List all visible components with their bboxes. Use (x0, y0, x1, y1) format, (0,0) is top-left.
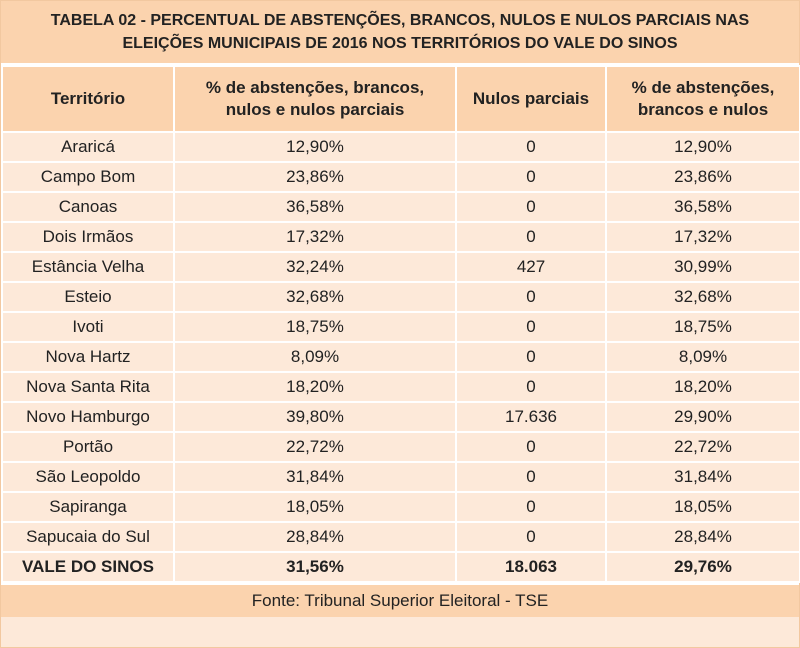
cell-pct-parciais: 39,80% (173, 401, 457, 433)
table-row: Campo Bom 23,86% 0 23,86% (1, 161, 800, 193)
cell-pct-parciais: 36,58% (173, 191, 457, 223)
total-pct-nulos: 29,76% (605, 551, 800, 583)
cell-territorio: Dois Irmãos (1, 221, 175, 253)
table-source: Fonte: Tribunal Superior Eleitoral - TSE (1, 583, 799, 617)
table-row: Novo Hamburgo 39,80% 17.636 29,90% (1, 401, 800, 433)
header-pct-nulos-line2: brancos e nulos (637, 100, 769, 119)
cell-territorio: Araricá (1, 131, 175, 163)
table-row: Araricá 12,90% 0 12,90% (1, 131, 800, 163)
cell-pct-nulos: 22,72% (605, 431, 800, 463)
cell-nulos-parciais: 427 (455, 251, 607, 283)
cell-nulos-parciais: 0 (455, 371, 607, 403)
cell-nulos-parciais: 0 (455, 281, 607, 313)
cell-territorio: Novo Hamburgo (1, 401, 175, 433)
cell-pct-nulos: 32,68% (605, 281, 800, 313)
total-territorio: VALE DO SINOS (1, 551, 175, 583)
cell-nulos-parciais: 0 (455, 491, 607, 523)
header-pct-parciais-line1: % de abstenções, brancos, (205, 78, 425, 97)
cell-pct-parciais: 32,68% (173, 281, 457, 313)
cell-pct-nulos: 17,32% (605, 221, 800, 253)
cell-pct-nulos: 28,84% (605, 521, 800, 553)
table-row: São Leopoldo 31,84% 0 31,84% (1, 461, 800, 493)
table-row: Nova Hartz 8,09% 0 8,09% (1, 341, 800, 373)
cell-territorio: Estância Velha (1, 251, 175, 283)
cell-pct-parciais: 17,32% (173, 221, 457, 253)
total-nulos-parciais: 18.063 (455, 551, 607, 583)
table-row: Sapiranga 18,05% 0 18,05% (1, 491, 800, 523)
cell-nulos-parciais: 0 (455, 311, 607, 343)
cell-territorio: Ivoti (1, 311, 175, 343)
cell-pct-nulos: 18,20% (605, 371, 800, 403)
table-row: Estância Velha 32,24% 427 30,99% (1, 251, 800, 283)
table-row: Dois Irmãos 17,32% 0 17,32% (1, 221, 800, 253)
cell-territorio: Sapucaia do Sul (1, 521, 175, 553)
data-table: Território % de abstenções, brancos, nul… (1, 65, 800, 583)
cell-territorio: Nova Santa Rita (1, 371, 175, 403)
cell-nulos-parciais: 0 (455, 191, 607, 223)
header-pct-nulos: % de abstenções, brancos e nulos (605, 65, 800, 133)
header-pct-parciais: % de abstenções, brancos, nulos e nulos … (173, 65, 457, 133)
cell-territorio: Sapiranga (1, 491, 175, 523)
cell-nulos-parciais: 0 (455, 341, 607, 373)
cell-nulos-parciais: 17.636 (455, 401, 607, 433)
header-territorio: Território (1, 65, 175, 133)
cell-pct-parciais: 12,90% (173, 131, 457, 163)
cell-pct-nulos: 18,75% (605, 311, 800, 343)
table-title-line2: ELEIÇÕES MUNICIPAIS DE 2016 NOS TERRITÓR… (122, 35, 678, 52)
cell-pct-parciais: 32,24% (173, 251, 457, 283)
table-row: Ivoti 18,75% 0 18,75% (1, 311, 800, 343)
cell-nulos-parciais: 0 (455, 131, 607, 163)
cell-pct-parciais: 31,84% (173, 461, 457, 493)
cell-pct-parciais: 18,20% (173, 371, 457, 403)
cell-pct-nulos: 23,86% (605, 161, 800, 193)
header-row: Território % de abstenções, brancos, nul… (1, 65, 800, 133)
cell-pct-nulos: 12,90% (605, 131, 800, 163)
table-title-line1: TABELA 02 - PERCENTUAL DE ABSTENÇÕES, BR… (50, 12, 750, 29)
cell-territorio: Portão (1, 431, 175, 463)
cell-pct-parciais: 18,05% (173, 491, 457, 523)
cell-pct-parciais: 8,09% (173, 341, 457, 373)
cell-nulos-parciais: 0 (455, 521, 607, 553)
cell-pct-nulos: 36,58% (605, 191, 800, 223)
cell-nulos-parciais: 0 (455, 431, 607, 463)
cell-pct-nulos: 18,05% (605, 491, 800, 523)
total-row: VALE DO SINOS 31,56% 18.063 29,76% (1, 551, 800, 583)
header-pct-parciais-line2: nulos e nulos parciais (225, 100, 405, 119)
table-row: Canoas 36,58% 0 36,58% (1, 191, 800, 223)
table-row: Sapucaia do Sul 28,84% 0 28,84% (1, 521, 800, 553)
header-pct-nulos-line1: % de abstenções, (631, 78, 775, 97)
cell-territorio: Esteio (1, 281, 175, 313)
cell-pct-parciais: 22,72% (173, 431, 457, 463)
cell-nulos-parciais: 0 (455, 221, 607, 253)
cell-pct-parciais: 28,84% (173, 521, 457, 553)
cell-pct-parciais: 18,75% (173, 311, 457, 343)
cell-pct-nulos: 8,09% (605, 341, 800, 373)
table-row: Esteio 32,68% 0 32,68% (1, 281, 800, 313)
cell-territorio: Campo Bom (1, 161, 175, 193)
table-body: Araricá 12,90% 0 12,90% Campo Bom 23,86% 0 23,8… (1, 131, 800, 553)
total-pct-parciais: 31,56% (173, 551, 457, 583)
cell-nulos-parciais: 0 (455, 161, 607, 193)
cell-territorio: São Leopoldo (1, 461, 175, 493)
table-title: TABELA 02 - PERCENTUAL DE ABSTENÇÕES, BR… (1, 1, 799, 65)
header-nulos-parciais: Nulos parciais (455, 65, 607, 133)
cell-pct-nulos: 31,84% (605, 461, 800, 493)
cell-pct-parciais: 23,86% (173, 161, 457, 193)
cell-territorio: Canoas (1, 191, 175, 223)
cell-pct-nulos: 29,90% (605, 401, 800, 433)
table-row: Nova Santa Rita 18,20% 0 18,20% (1, 371, 800, 403)
cell-pct-nulos: 30,99% (605, 251, 800, 283)
table-row: Portão 22,72% 0 22,72% (1, 431, 800, 463)
cell-nulos-parciais: 0 (455, 461, 607, 493)
cell-territorio: Nova Hartz (1, 341, 175, 373)
